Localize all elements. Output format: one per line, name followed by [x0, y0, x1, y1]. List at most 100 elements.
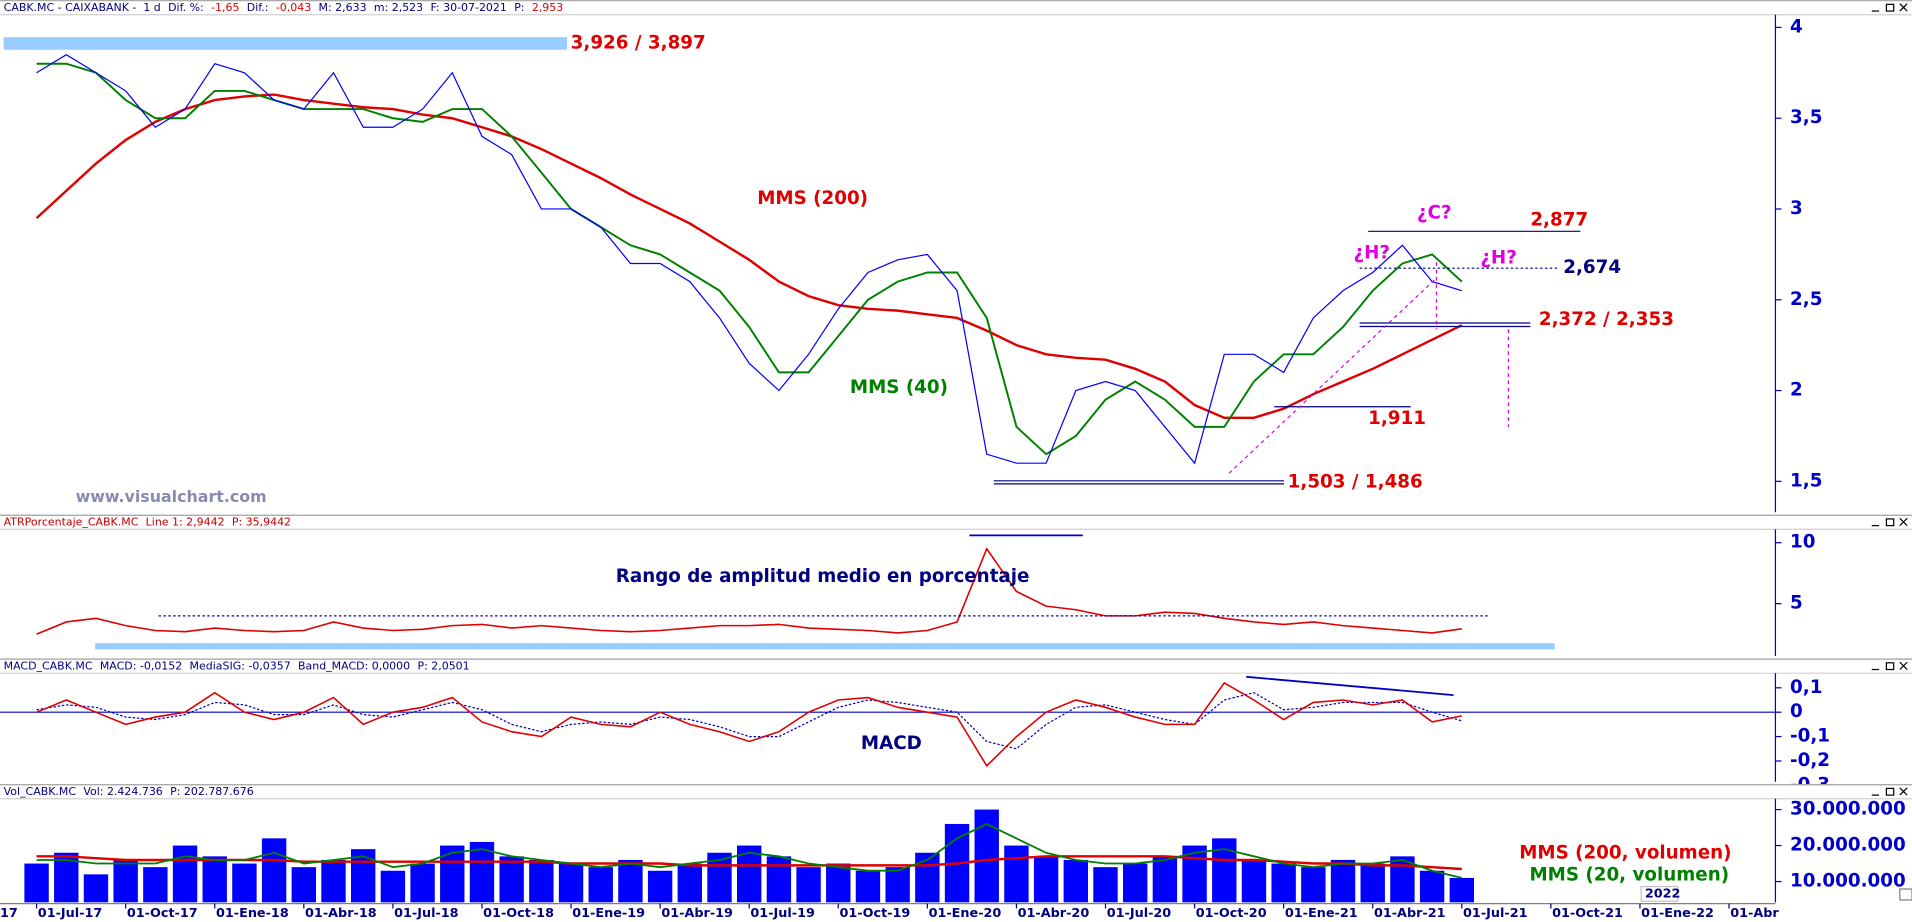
volume-bar	[143, 867, 168, 903]
volume-bar	[380, 870, 406, 903]
x-tick-label: 01-Oct-18	[483, 906, 554, 921]
volume-bar	[499, 856, 524, 903]
panel-header	[0, 514, 1912, 530]
x-tick-label: 01-Jul-18	[394, 906, 459, 921]
x-tick-label: 01-Ene-18	[216, 906, 289, 921]
annotation: Rango de amplitud medio en porcentaje	[616, 566, 1030, 587]
close-button[interactable]	[1897, 1, 1909, 13]
line-series	[36, 53, 1462, 465]
y-tick-label: 0,1	[1790, 677, 1822, 698]
y-tick-label: 3	[1790, 198, 1803, 219]
button-box	[1884, 1, 1896, 13]
maximize-button[interactable]	[1884, 1, 1896, 13]
y-tick-label: 4	[1790, 16, 1803, 37]
plot-area	[35, 53, 1463, 465]
x-tick-label: 01-Abr-20	[1018, 906, 1090, 921]
line-series	[35, 93, 1463, 420]
volume-bar	[766, 856, 792, 903]
minimize-button[interactable]	[1869, 516, 1881, 528]
header-segment: M: 2,633	[319, 1, 367, 14]
line-series	[36, 681, 1462, 768]
header-segment: F: 30-07-2021	[430, 1, 506, 14]
volume-bar	[647, 870, 673, 903]
zoom-box	[1899, 888, 1912, 901]
x-tick-label: 01-Oct-20	[1196, 906, 1267, 921]
legend-entry: MMS (20, volumen)	[1529, 865, 1729, 886]
button-glyph	[1885, 787, 1895, 796]
button-glyph	[1899, 3, 1908, 12]
header-segment: Vol: 2.424.736	[83, 785, 162, 798]
close-button[interactable]	[1897, 660, 1909, 672]
x-tick-label: 01-Jul-21	[1463, 906, 1528, 921]
trend-line	[1228, 277, 1437, 474]
volume-bar	[1212, 838, 1237, 903]
button-box	[1869, 660, 1881, 672]
legend-entry: MMS (200, volumen)	[1519, 843, 1731, 864]
volume-bar	[113, 859, 138, 903]
header-segment: Dif. %:	[168, 1, 204, 14]
minimize-button[interactable]	[1869, 785, 1881, 797]
level-label: 1,503 / 1,486	[1288, 471, 1423, 492]
level-label: 2,877	[1530, 209, 1588, 230]
annotation: ¿H?	[1354, 243, 1391, 264]
plot-area	[0, 681, 1776, 768]
button-glyph	[1885, 518, 1895, 527]
x-tick-label: 01-Ene-21	[1285, 906, 1358, 921]
line-series	[36, 547, 1462, 635]
x-tick-label: 01-Oct-21	[1552, 906, 1623, 921]
y-tick-label: 2,5	[1790, 289, 1822, 310]
line-series	[36, 855, 1462, 871]
y-tick-label: 30.000.000	[1790, 799, 1906, 820]
panel-header-text: Vol_CABK.MC Vol: 2.424.736 P: 202.787.676	[4, 785, 254, 798]
volume-bar	[1033, 856, 1059, 903]
x-tick-label: 01-Ene-22	[1641, 906, 1714, 921]
volume-bar	[172, 845, 198, 903]
level-label: 2,372 / 2,353	[1539, 309, 1674, 330]
plot-area	[24, 809, 1474, 903]
panel-header	[0, 0, 1912, 15]
y-tick-label: 20.000.000	[1790, 835, 1906, 856]
x-tick-label: 01-Jul-19	[750, 906, 815, 921]
button-glyph	[1899, 787, 1908, 796]
x-tick-label: 01-Abr-19	[661, 906, 733, 921]
x-edge-label: 17	[0, 906, 18, 921]
button-glyph	[1899, 517, 1908, 527]
x-tick-label: 01-Jul-17	[38, 906, 103, 921]
header-segment: Vol_CABK.MC	[4, 785, 77, 798]
minimize-button[interactable]	[1869, 660, 1881, 672]
maximize-button[interactable]	[1884, 660, 1896, 672]
button-box	[1869, 785, 1881, 797]
volume-bar	[618, 859, 643, 903]
volume-bar	[915, 852, 940, 903]
header-segment: P:	[514, 1, 524, 14]
panel-header-text: ATRPorcentaje_CABK.MC Line 1: 2,9442 P: 35…	[4, 516, 291, 529]
volume-bar	[1449, 877, 1474, 903]
maximize-button[interactable]	[1884, 516, 1896, 528]
minimize-button[interactable]	[1869, 1, 1881, 13]
x-tick-label: 01-Abr-18	[305, 906, 377, 921]
maximize-button[interactable]	[1884, 785, 1896, 797]
button-box	[1869, 516, 1881, 528]
volume-bar	[855, 870, 881, 903]
annotation: ¿H?	[1480, 248, 1517, 269]
button-box	[1884, 785, 1896, 797]
volume-bar	[558, 863, 584, 903]
volume-bar	[885, 867, 910, 903]
close-button[interactable]	[1897, 516, 1909, 528]
volume-bar	[83, 874, 109, 903]
x-tick-label: 01-Ene-19	[572, 906, 645, 921]
close-button[interactable]	[1897, 785, 1909, 797]
volume-bar	[588, 867, 613, 903]
y-tick-label: 1,5	[1790, 470, 1822, 491]
button-box	[1884, 660, 1896, 672]
volume-bar	[1241, 859, 1267, 903]
volume-bar	[261, 838, 287, 903]
volume-bar	[1360, 863, 1385, 903]
year-box	[1640, 885, 1679, 902]
header-segment: CABK.MC - CAIXABANK - 1 d	[4, 1, 161, 14]
volume-bar	[1152, 856, 1178, 903]
divergence-line	[1246, 675, 1454, 697]
header-segment: MediaSIG: -0,0357	[190, 659, 291, 672]
x-tick-label: 01-Jul-20	[1107, 906, 1172, 921]
